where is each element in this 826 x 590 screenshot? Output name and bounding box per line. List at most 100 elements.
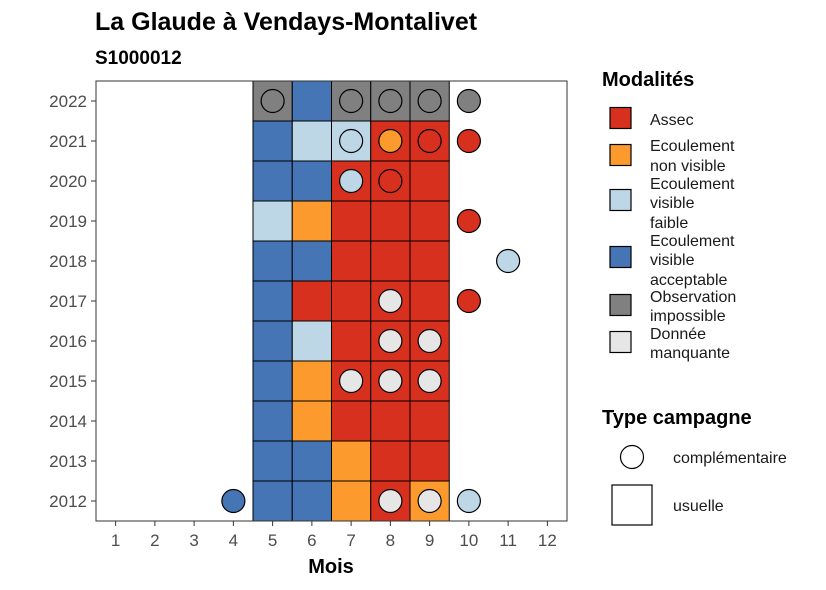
tile-2014-6 — [291, 400, 332, 442]
legend-key-nonvis — [609, 143, 632, 167]
legend-key-obsimp — [609, 293, 632, 317]
legend-key-faible — [609, 188, 632, 212]
x-tick-label: 8 — [386, 531, 395, 550]
x-tick-label: 6 — [307, 531, 316, 550]
tile-2015-5 — [252, 360, 293, 402]
y-axis: 2012 2013 2014 2015 2016 2017 2018 2019 2020 2021… — [49, 92, 96, 511]
chart-subtitle: S1000012 — [95, 48, 182, 69]
y-tick-label: 2021 — [49, 132, 87, 151]
usuelle-tiles — [252, 80, 450, 522]
tile-2021-6 — [291, 120, 332, 162]
point-2015-7 — [339, 368, 364, 394]
legend-modalites: Modalités Assec Ecoulement non visibleEcoul… — [602, 69, 736, 362]
point-2015-8 — [378, 368, 403, 394]
x-tick-label: 12 — [538, 531, 557, 550]
legend-label-assec: Assec — [650, 112, 694, 129]
point-2012-8 — [378, 488, 403, 514]
legend-label-nonvis: Ecoulement non visible — [650, 138, 735, 175]
point-2022-9 — [417, 88, 442, 114]
x-tick-label: 1 — [111, 531, 120, 550]
point-2019-10 — [456, 208, 481, 234]
y-tick-label: 2018 — [49, 252, 87, 271]
chart-title: La Glaude à Vendays-Montalivet — [95, 8, 478, 36]
point-2022-10 — [456, 88, 481, 114]
tile-2014-7 — [331, 400, 372, 442]
tile-2018-5 — [252, 240, 293, 282]
legend-key-complementaire — [619, 444, 645, 470]
legend-key-assec — [609, 106, 632, 130]
tile-2020-5 — [252, 160, 293, 202]
tile-2018-8 — [370, 240, 411, 282]
point-2016-8 — [378, 328, 403, 354]
tile-2014-5 — [252, 400, 293, 442]
y-tick-label: 2014 — [49, 412, 87, 431]
tile-2013-8 — [370, 440, 411, 482]
point-2021-10 — [456, 128, 481, 154]
point-2016-9 — [417, 328, 442, 354]
point-2018-11 — [496, 248, 521, 274]
x-tick-label: 5 — [268, 531, 277, 550]
point-2021-7 — [339, 128, 364, 154]
point-2021-8 — [378, 128, 403, 154]
point-2022-7 — [339, 88, 364, 114]
point-2017-8 — [378, 288, 403, 314]
tile-2017-5 — [252, 280, 293, 322]
tile-2013-5 — [252, 440, 293, 482]
legend-label-manq: Donnée manquante — [650, 326, 730, 362]
legend-label-usuelle: usuelle — [673, 498, 724, 515]
x-tick-label: 2 — [150, 531, 159, 550]
tile-2013-6 — [291, 440, 332, 482]
tile-2012-5 — [252, 480, 293, 522]
x-tick-label: 10 — [459, 531, 478, 550]
complementaire-points — [221, 88, 521, 514]
legend2-title: Type campagne — [602, 407, 752, 429]
y-tick-label: 2020 — [49, 172, 87, 191]
point-2017-10 — [456, 288, 481, 314]
legend-label-faible: Ecoulement visible faible — [650, 176, 735, 232]
tile-2016-6 — [291, 320, 332, 362]
x-tick-label: 11 — [499, 531, 517, 550]
tile-2019-5 — [252, 200, 293, 242]
x-tick-label: 9 — [425, 531, 434, 550]
tile-2013-9 — [409, 440, 450, 482]
x-axis: 1 2 3 4 5 6 7 8 9 10 11 12 — [111, 521, 557, 550]
y-tick-label: 2012 — [49, 492, 87, 511]
y-tick-label: 2017 — [49, 292, 87, 311]
point-2020-8 — [378, 168, 403, 194]
tile-2016-5 — [252, 320, 293, 362]
tile-2017-6 — [291, 280, 332, 322]
tile-2013-7 — [331, 440, 372, 482]
point-2020-7 — [339, 168, 364, 194]
legend-label-complementaire: complémentaire — [673, 450, 787, 467]
tile-2018-6 — [291, 240, 332, 282]
legend-title: Modalités — [602, 69, 694, 91]
point-2012-10 — [456, 488, 481, 514]
legend-type-campagne: Type campagne complémentaire usuelle — [602, 407, 787, 526]
x-tick-label: 3 — [189, 531, 198, 550]
legend-key-accept — [609, 245, 632, 269]
tile-2022-6 — [291, 80, 332, 122]
tile-2015-6 — [291, 360, 332, 402]
y-tick-label: 2022 — [49, 92, 87, 111]
x-tick-label: 4 — [229, 531, 238, 550]
tile-2012-6 — [291, 480, 332, 522]
x-tick-label: 7 — [346, 531, 355, 550]
tile-2018-9 — [409, 240, 450, 282]
y-tick-label: 2016 — [49, 332, 87, 351]
point-2012-4 — [221, 488, 246, 514]
point-2015-9 — [417, 368, 442, 394]
tile-2017-9 — [409, 280, 450, 322]
tile-2019-6 — [291, 200, 332, 242]
y-tick-label: 2013 — [49, 452, 87, 471]
tile-2021-5 — [252, 120, 293, 162]
legend-label-obsimp: Observation impossible — [650, 289, 736, 325]
tile-2019-8 — [370, 200, 411, 242]
tile-2020-9 — [409, 160, 450, 202]
point-2022-5 — [260, 88, 285, 114]
tile-2012-7 — [331, 480, 372, 522]
y-tick-label: 2019 — [49, 212, 87, 231]
point-2012-9 — [417, 488, 442, 514]
tile-2014-8 — [370, 400, 411, 442]
y-tick-label: 2015 — [49, 372, 87, 391]
